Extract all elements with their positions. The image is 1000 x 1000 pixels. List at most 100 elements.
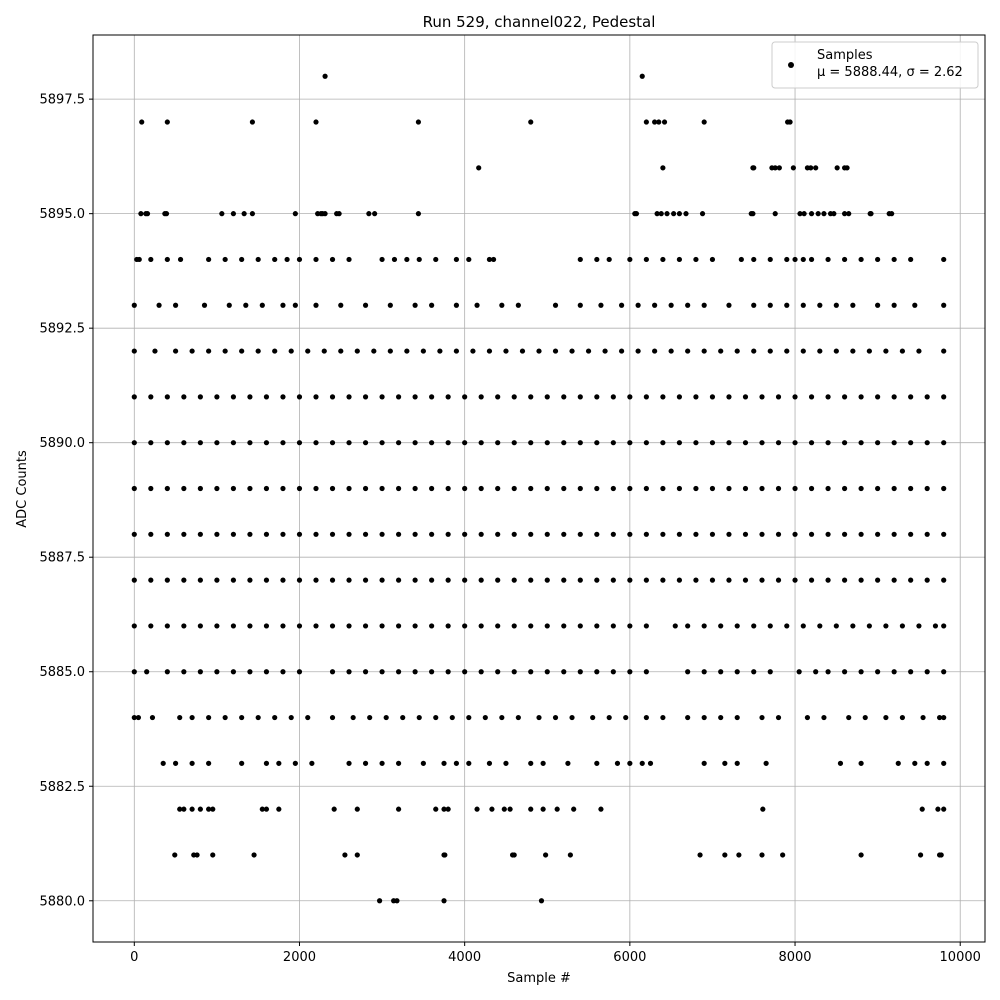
sample-point (643, 577, 649, 583)
sample-point (718, 714, 724, 721)
sample-point (846, 211, 852, 217)
y-tick-label: 5880.0 (40, 894, 86, 909)
sample-point (239, 760, 245, 766)
sample-point (313, 394, 319, 400)
sample-point (660, 440, 666, 446)
sample-point (296, 256, 303, 263)
sample-point (924, 577, 930, 583)
sample-point (792, 531, 798, 537)
sample-point (790, 165, 796, 171)
sample-point (528, 760, 534, 766)
sample-point (833, 302, 839, 308)
sample-point (131, 440, 137, 446)
sample-point (292, 302, 298, 308)
sample-point (362, 302, 369, 308)
sample-point (486, 348, 493, 354)
sample-point (172, 348, 179, 354)
sample-point (429, 669, 435, 675)
sample-point (230, 577, 237, 583)
sample-point (181, 623, 187, 629)
sample-point (760, 806, 766, 812)
sample-point (742, 531, 749, 537)
sample-point (899, 348, 906, 354)
sample-point (837, 760, 844, 766)
sample-point (941, 531, 947, 537)
sample-point (734, 760, 740, 766)
sample-point (445, 440, 451, 446)
sample-point (177, 806, 183, 812)
sample-point (263, 577, 270, 583)
sample-point (772, 211, 778, 217)
sample-point (924, 485, 930, 492)
sample-point (941, 760, 947, 766)
sample-point (661, 119, 668, 125)
sample-point (453, 302, 460, 308)
sample-point (441, 898, 447, 904)
sample-point (685, 302, 691, 308)
sample-point (164, 623, 170, 629)
sample-point (627, 577, 633, 583)
sample-point (462, 440, 468, 446)
sample-point (453, 760, 460, 766)
sample-point (693, 531, 699, 537)
sample-point (610, 485, 616, 492)
sample-point (239, 714, 245, 721)
sample-point (936, 714, 943, 721)
sample-point (511, 440, 517, 446)
sample-point (280, 485, 286, 492)
sample-point (751, 669, 757, 675)
sample-point (272, 256, 278, 263)
sample-point (594, 760, 600, 766)
sample-point (693, 485, 699, 492)
sample-point (858, 760, 864, 766)
sample-point (400, 714, 406, 721)
sample-point (800, 623, 806, 629)
sample-point (759, 577, 765, 583)
sample-point (594, 394, 600, 400)
sample-point (331, 806, 337, 812)
sample-point (172, 302, 179, 308)
sample-point (858, 852, 864, 858)
sample-point (206, 714, 212, 721)
sample-point (243, 302, 249, 308)
sample-point (891, 394, 897, 400)
sample-point (437, 348, 443, 354)
sample-point (751, 256, 757, 263)
sample-point (247, 440, 253, 446)
sample-point (528, 623, 534, 629)
sample-point (131, 348, 137, 354)
sample-point (924, 394, 930, 400)
y-tick-label: 5892.5 (40, 322, 86, 337)
sample-point (453, 256, 460, 263)
sample-point (801, 211, 807, 217)
sample-point (379, 485, 385, 492)
sample-point (462, 669, 468, 675)
sample-point (214, 394, 220, 400)
sample-point (511, 852, 517, 858)
sample-point (131, 577, 137, 583)
sample-point (544, 394, 550, 400)
sample-point (841, 211, 848, 217)
sample-point (858, 394, 864, 400)
sample-point (561, 577, 567, 583)
sample-point (652, 119, 658, 125)
x-tick-label: 10000 (940, 950, 981, 965)
sample-point (825, 440, 831, 446)
sample-point (313, 531, 319, 537)
sample-point (775, 714, 782, 721)
sample-point (366, 211, 372, 217)
sample-point (131, 623, 137, 629)
sample-point (775, 531, 782, 537)
sample-point (495, 485, 501, 492)
sample-point (676, 577, 683, 583)
sample-point (230, 531, 237, 537)
sample-point (362, 669, 369, 675)
sample-point (164, 440, 170, 446)
sample-point (668, 348, 674, 354)
sample-point (338, 302, 344, 308)
x-axis-label: Sample # (507, 971, 571, 986)
sample-point (372, 211, 378, 217)
sample-point (767, 623, 773, 629)
sample-point (726, 577, 732, 583)
sample-point (808, 531, 815, 537)
